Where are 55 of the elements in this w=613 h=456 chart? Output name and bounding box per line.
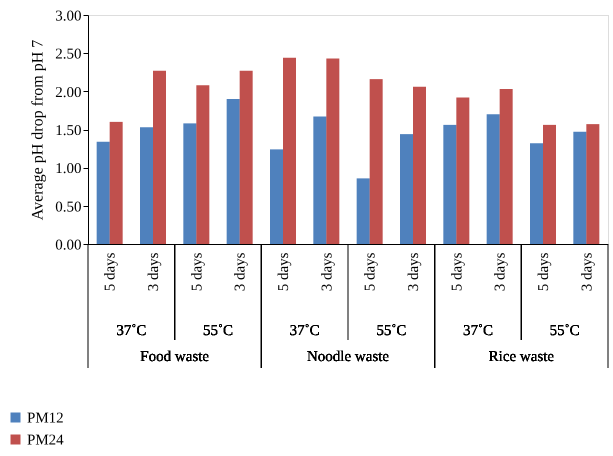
text: 37˚C xyxy=(463,323,493,339)
y-tick-label: 1.00 xyxy=(55,161,82,178)
x-tick-label: 5 days xyxy=(449,252,466,292)
x-tick-label: 5 days xyxy=(536,252,552,292)
text: 37˚C xyxy=(290,323,320,339)
bar xyxy=(356,178,370,244)
text: Noodle waste xyxy=(306,349,390,365)
text: 37˚C xyxy=(116,323,146,339)
x-tick-label: 3 days xyxy=(146,252,162,292)
legend-label: PM12 xyxy=(27,410,64,426)
bar xyxy=(313,116,326,244)
bar xyxy=(486,114,500,244)
legend-label: PM24 xyxy=(27,432,64,448)
bar xyxy=(443,124,456,244)
y-tick-label: 2.50 xyxy=(55,46,82,63)
bar xyxy=(530,143,543,244)
x-tick-label: 5 days xyxy=(276,252,292,292)
bar xyxy=(543,124,556,244)
bar xyxy=(270,149,283,244)
bar xyxy=(500,89,513,244)
x-tick-label: 3 days xyxy=(406,252,422,292)
bar xyxy=(400,134,413,244)
y-axis-title: Average pH drop from pH 7 xyxy=(29,40,46,220)
x-tick-label: 3 days xyxy=(232,252,249,292)
x-tick-label: 5 days xyxy=(189,252,206,292)
text: 55˚C xyxy=(203,323,233,339)
y-tick-label: 2.00 xyxy=(55,84,82,101)
bar xyxy=(196,85,210,244)
bar xyxy=(153,70,166,244)
x-tick-label: 5 days xyxy=(362,252,379,292)
text: Rice waste xyxy=(488,349,554,365)
bar xyxy=(96,142,110,244)
bar xyxy=(413,86,426,244)
bar xyxy=(326,58,340,244)
bar xyxy=(573,132,586,244)
text: Food waste xyxy=(140,349,210,365)
bar xyxy=(456,97,470,244)
y-tick-label: 1.50 xyxy=(55,123,82,139)
bar xyxy=(183,123,196,244)
bar xyxy=(110,122,123,244)
bar xyxy=(370,79,383,244)
bar xyxy=(226,98,240,244)
bar xyxy=(140,127,153,244)
text: 55˚C xyxy=(376,323,406,339)
y-tick-label: 3.00 xyxy=(55,8,82,24)
x-tick-label: 3 days xyxy=(579,252,596,292)
y-tick-label: 0.50 xyxy=(55,199,82,216)
x-tick-label: 5 days xyxy=(102,252,119,292)
text: 55˚C xyxy=(550,323,580,339)
bar xyxy=(586,124,600,244)
y-tick-label: 0.00 xyxy=(55,238,82,254)
bar xyxy=(283,58,296,244)
x-tick-label: 3 days xyxy=(319,252,336,292)
x-tick-label: 3 days xyxy=(492,252,509,292)
bar xyxy=(240,70,253,244)
